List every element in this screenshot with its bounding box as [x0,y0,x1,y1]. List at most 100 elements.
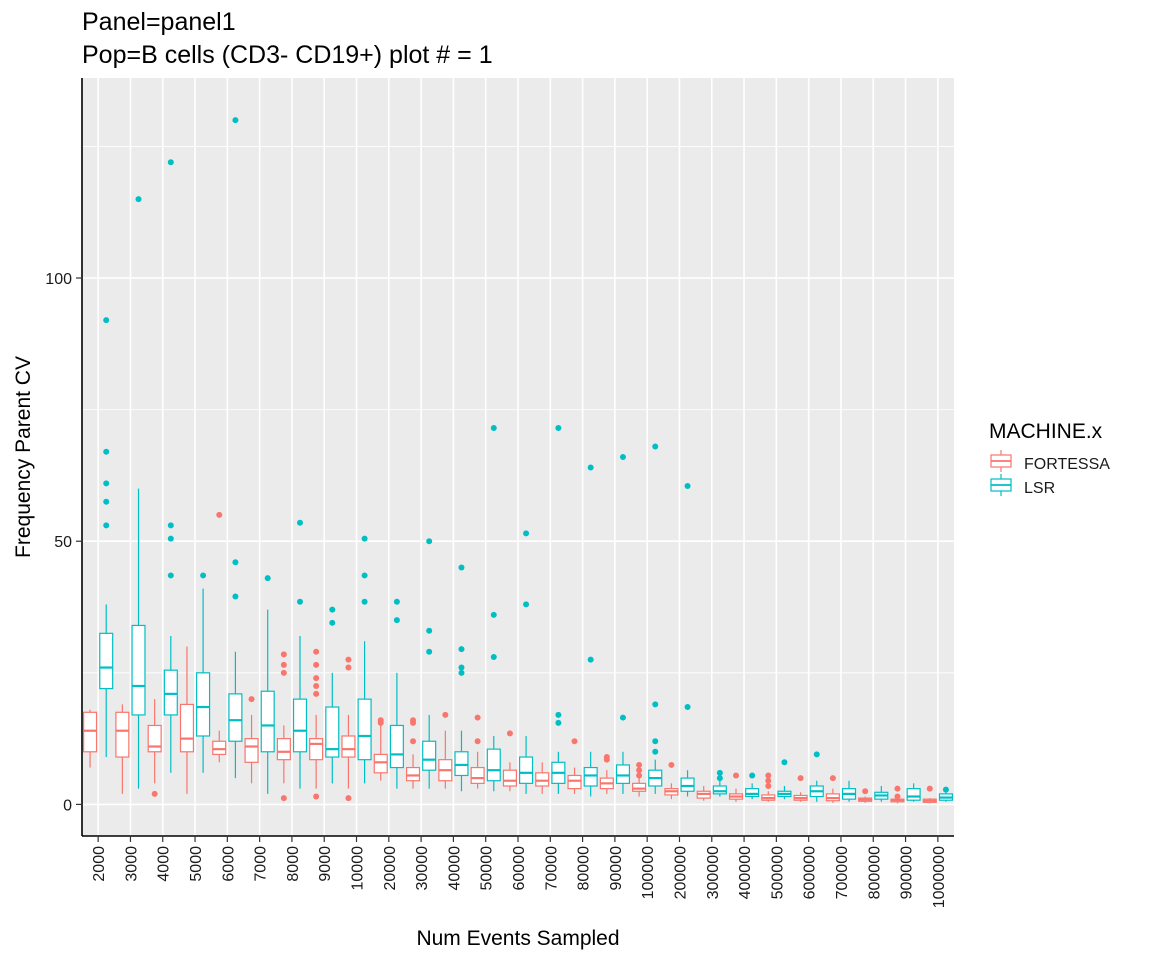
outlier-point [410,738,417,745]
outlier-point [313,690,320,697]
legend-title: MACHINE.x [989,420,1103,443]
box-fortessa-90000 [599,754,614,794]
box-lsr-1000000 [938,786,953,802]
grid-lines [82,78,954,836]
outlier-point [410,717,417,724]
box-iqr [212,740,227,756]
box-fortessa-30000 [405,717,421,789]
outlier-point [636,767,643,774]
x-tick-label: 7000 [253,846,270,882]
outlier-point [313,661,320,668]
outlier-point [490,425,497,432]
box-fortessa-500000 [761,772,776,802]
x-tick-label: 30000 [414,846,431,891]
box-fortessa-9000 [309,648,324,800]
outlier-point [135,196,142,203]
outlier-point [506,730,513,737]
box-fortessa-10000 [341,656,356,802]
outlier-point [813,751,820,758]
outlier-point [684,704,691,711]
box-lsr-7000 [260,575,275,794]
box-fortessa-800000 [858,788,873,803]
outlier-point [442,711,449,718]
outlier-point [474,714,481,721]
box-iqr [712,785,727,795]
box-lsr-10000 [357,535,372,784]
box-fortessa-50000 [470,714,485,789]
outlier-point [377,717,384,724]
outlier-point [426,648,433,655]
outlier-point [797,775,804,782]
box-lsr-200000 [680,482,695,797]
box-lsr-900000 [906,783,921,802]
x-tick-label: 20000 [382,846,399,891]
outlier-point [103,480,110,487]
box-lsr-50000 [486,425,501,792]
box-lsr-100000 [648,443,663,794]
box-iqr [906,788,921,801]
box-lsr-800000 [874,785,889,802]
outlier-point [280,661,287,668]
box-iqr [519,756,534,784]
outlier-point [619,454,626,460]
outlier-point [232,117,239,124]
outlier-point [345,795,352,802]
box-iqr [389,724,404,769]
x-tick-label: 1000000 [931,846,948,908]
outlier-point [555,425,562,432]
box-fortessa-60000 [502,730,517,792]
outlier-point [216,511,223,518]
outlier-point [733,772,739,779]
outlier-point [280,795,287,802]
legend-keys [990,450,1012,496]
box-fortessa-1000000 [922,785,937,804]
box-iqr [680,777,695,792]
x-tick-label: 300000 [705,846,722,899]
box-iqr [535,772,550,787]
outlier-point [103,498,110,505]
box-iqr [228,693,243,742]
box-fortessa-40000 [438,711,453,789]
box-fortessa-600000 [793,775,808,802]
box-fortessa-8000 [276,651,291,802]
x-tick-label: 4000 [156,846,173,882]
box-fortessa-6000 [212,511,227,763]
outlier-point [393,598,400,605]
box-iqr [422,740,437,771]
y-tick-label: 100 [45,271,72,288]
x-tick-label: 60000 [511,846,528,891]
box-lsr-5000 [196,572,211,773]
box-lsr-4000 [163,159,178,773]
box-fortessa-5000 [179,646,195,794]
x-tick-label: 6000 [220,846,237,882]
outlier-point [942,786,949,793]
outlier-point [862,788,869,795]
box-lsr-20000 [389,598,404,789]
outlier-point [345,664,352,671]
outlier-point [894,793,901,800]
legend-label-fortessa: FORTESSA [1024,456,1110,473]
outlier-point [313,675,320,682]
outlier-point [297,519,303,526]
box-lsr-600000 [809,751,824,802]
outlier-point [571,738,578,745]
box-lsr-30000 [422,538,437,789]
box-fortessa-100000 [632,761,647,797]
y-tick-label: 50 [54,534,72,551]
x-tick-label: 70000 [543,846,560,891]
outlier-point [167,522,174,529]
box-lsr-60000 [519,530,534,794]
box-iqr [99,632,114,690]
x-tick-label: 40000 [446,846,463,891]
outlier-point [636,772,643,779]
box-lsr-2000 [99,317,114,758]
box-iqr [83,711,98,753]
outlier-point [313,648,320,655]
outlier-point [555,719,562,726]
outlier-point [361,535,368,542]
box-fortessa-3000 [115,704,130,794]
outlier-point [329,619,336,626]
outlier-point [200,572,207,579]
box-iqr [373,753,388,774]
